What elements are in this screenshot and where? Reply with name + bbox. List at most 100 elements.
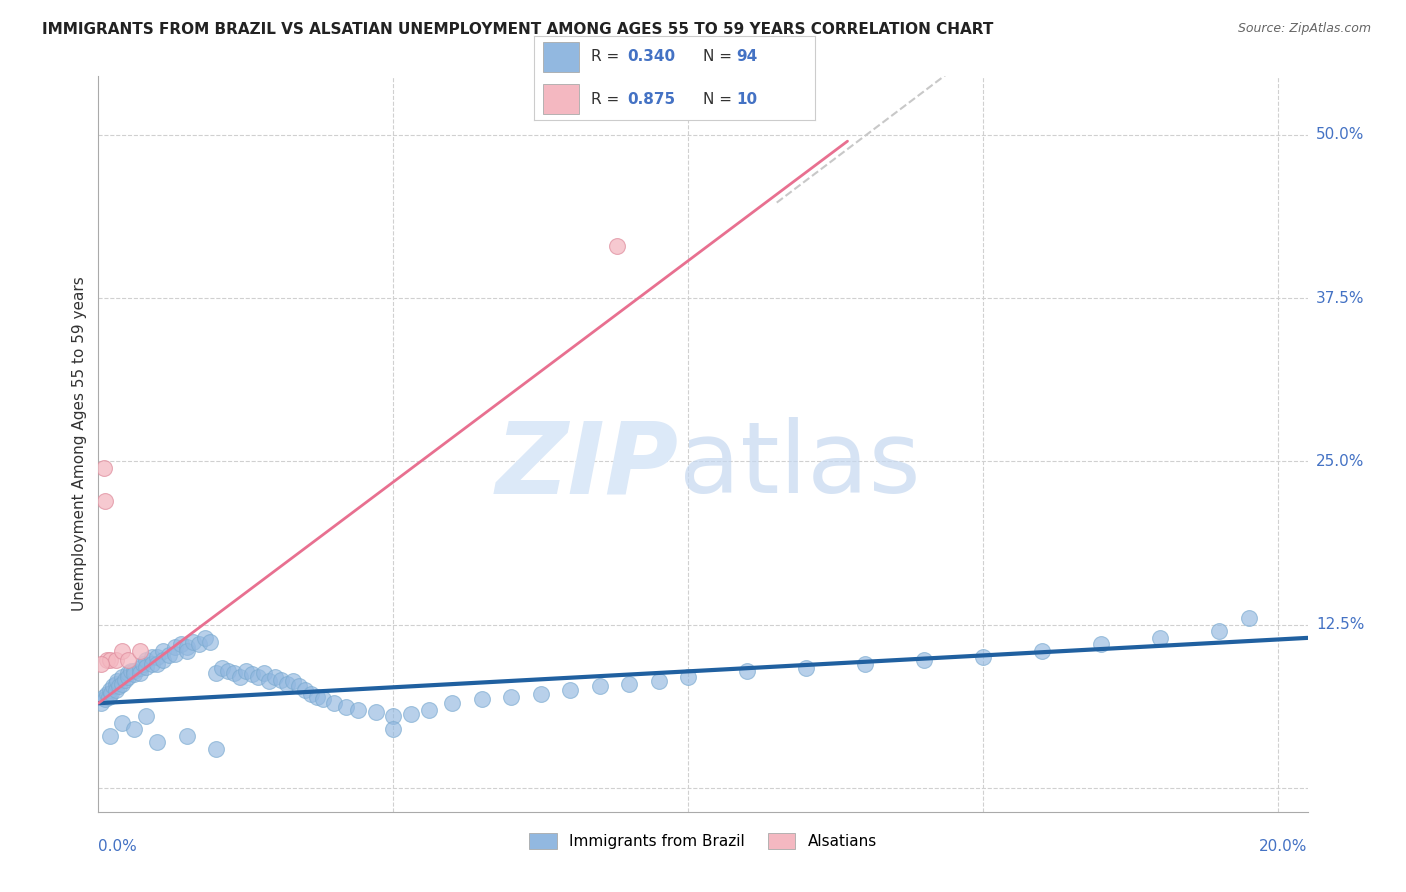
Point <box>128 661 150 675</box>
Point <box>135 659 157 673</box>
Point <box>347 703 370 717</box>
Point <box>200 635 222 649</box>
Text: 25.0%: 25.0% <box>1316 454 1364 469</box>
Point <box>98 729 121 743</box>
Point <box>205 742 228 756</box>
Point <box>176 644 198 658</box>
Point <box>90 657 112 671</box>
Point <box>93 690 115 704</box>
Point <box>135 653 157 667</box>
Point <box>96 653 118 667</box>
Point <box>152 644 174 658</box>
Point <box>117 670 139 684</box>
Point <box>120 664 142 678</box>
Point <box>128 666 150 681</box>
Point <box>94 493 117 508</box>
Point <box>418 703 440 717</box>
Point <box>252 666 274 681</box>
Point <box>176 729 198 743</box>
Point <box>1208 624 1230 639</box>
Text: 0.340: 0.340 <box>627 49 675 64</box>
Text: 0.875: 0.875 <box>627 92 675 107</box>
Point <box>335 700 357 714</box>
Point <box>211 661 233 675</box>
Point <box>288 679 311 693</box>
Text: N =: N = <box>703 92 737 107</box>
Point <box>111 644 134 658</box>
Point <box>1031 644 1053 658</box>
Point <box>105 653 128 667</box>
Point <box>205 666 228 681</box>
Point <box>105 683 128 698</box>
Point <box>222 666 245 681</box>
Point <box>131 657 153 671</box>
Y-axis label: Unemployment Among Ages 55 to 59 years: Unemployment Among Ages 55 to 59 years <box>72 277 87 611</box>
Point <box>606 238 628 252</box>
Text: Source: ZipAtlas.com: Source: ZipAtlas.com <box>1237 22 1371 36</box>
Bar <box>543 42 579 72</box>
Point <box>281 673 304 688</box>
Point <box>122 664 145 678</box>
Text: 94: 94 <box>737 49 758 64</box>
Point <box>364 706 387 720</box>
Point <box>176 640 198 654</box>
Point <box>114 673 136 687</box>
Point <box>128 644 150 658</box>
Point <box>441 696 464 710</box>
Text: atlas: atlas <box>679 417 921 515</box>
Point <box>323 696 346 710</box>
Point <box>229 670 252 684</box>
Point <box>1149 631 1171 645</box>
Point <box>735 664 758 678</box>
Point <box>399 706 422 721</box>
Point <box>105 673 128 688</box>
Text: 0.0%: 0.0% <box>98 839 138 855</box>
Point <box>972 650 994 665</box>
Point <box>90 696 112 710</box>
Point <box>853 657 876 671</box>
Point <box>111 715 134 730</box>
Point <box>146 657 169 671</box>
Point <box>122 667 145 681</box>
Point <box>311 692 333 706</box>
Point <box>305 690 328 704</box>
Point <box>276 676 298 690</box>
Point <box>111 670 134 684</box>
Text: ZIP: ZIP <box>496 417 679 515</box>
Text: N =: N = <box>703 49 737 64</box>
Point <box>299 687 322 701</box>
Point <box>678 670 700 684</box>
Point <box>170 637 193 651</box>
Point <box>382 709 405 723</box>
Point <box>264 670 287 684</box>
Point <box>98 690 121 704</box>
Point <box>501 690 523 704</box>
Point <box>152 653 174 667</box>
Point <box>382 723 405 737</box>
Point <box>194 631 217 645</box>
Point <box>93 461 115 475</box>
Point <box>157 648 180 662</box>
Point <box>235 664 257 678</box>
Legend: Immigrants from Brazil, Alsatians: Immigrants from Brazil, Alsatians <box>523 828 883 855</box>
Point <box>146 735 169 749</box>
Point <box>101 679 124 693</box>
Bar <box>543 84 579 114</box>
Point <box>794 661 817 675</box>
Text: 12.5%: 12.5% <box>1316 617 1364 632</box>
Point <box>619 676 641 690</box>
Point <box>294 683 316 698</box>
Point <box>246 670 269 684</box>
Point <box>100 686 122 700</box>
Text: R =: R = <box>591 92 624 107</box>
Text: 20.0%: 20.0% <box>1260 839 1308 855</box>
Point <box>1237 611 1260 625</box>
Point <box>589 679 612 693</box>
Point <box>98 653 121 667</box>
Point <box>135 709 157 723</box>
Point <box>187 637 209 651</box>
Point <box>117 666 139 681</box>
Point <box>141 657 163 671</box>
Point <box>98 683 121 698</box>
Text: 10: 10 <box>737 92 758 107</box>
